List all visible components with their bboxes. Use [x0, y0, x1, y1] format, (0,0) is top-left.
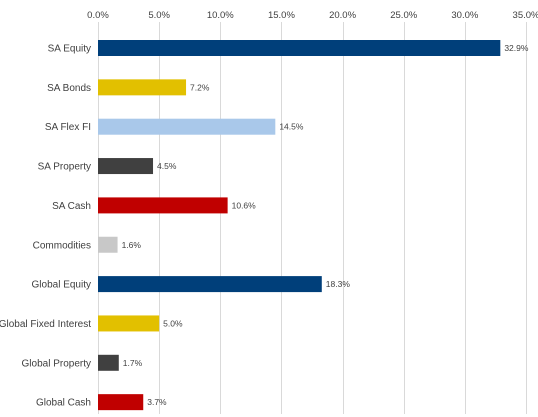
x-tick-label: 15.0% [268, 10, 295, 21]
x-tick-label: 30.0% [451, 10, 478, 21]
bar [98, 236, 118, 253]
data-label: 14.5% [279, 122, 304, 132]
data-label: 3.7% [147, 397, 167, 407]
bar [98, 197, 228, 214]
bar [98, 354, 119, 371]
data-label: 1.6% [122, 240, 142, 250]
bar [98, 315, 160, 332]
x-tick-label: 0.0% [87, 10, 109, 21]
data-label: 32.9% [504, 43, 529, 53]
x-tick-label: 5.0% [148, 10, 170, 21]
x-tick-label: 25.0% [390, 10, 417, 21]
bar [98, 158, 154, 175]
category-label: SA Cash [52, 201, 91, 212]
category-label: SA Bonds [47, 83, 91, 94]
data-label: 4.5% [157, 161, 177, 171]
data-label: 1.7% [123, 358, 143, 368]
x-tick-label: 10.0% [207, 10, 234, 21]
data-label: 5.0% [163, 318, 183, 328]
x-tick-label: 35.0% [513, 10, 538, 21]
category-label: SA Property [38, 162, 91, 173]
bar [98, 394, 144, 411]
category-label: Global Fixed Interest [0, 319, 91, 330]
data-label: 7.2% [190, 82, 210, 92]
data-label: 18.3% [326, 279, 351, 289]
x-axis-ticks: 0.0% 5.0% 10.0% 15.0% 20.0% 25.0% 30.0% 35.0% [87, 10, 538, 21]
category-label: Global Cash [36, 398, 91, 409]
category-label: Global Property [22, 358, 91, 369]
bar [98, 276, 322, 293]
bar [98, 118, 276, 135]
category-label: SA Equity [48, 44, 91, 55]
x-tick-label: 20.0% [329, 10, 356, 21]
category-label: Commodities [33, 240, 91, 251]
bar [98, 40, 501, 56]
bar [98, 79, 187, 96]
bars [98, 40, 501, 411]
data-label: 10.6% [232, 200, 257, 210]
category-label: SA Flex FI [45, 122, 91, 133]
category-label: Global Equity [32, 280, 91, 291]
category-labels: SA Equity SA Bonds SA Flex FI SA Property SA… [0, 44, 91, 409]
data-labels: 32.9% 7.2% 14.5% 4.5% 10.6% 1.6% 18.3% 5.0% 1.7%… [122, 43, 529, 407]
